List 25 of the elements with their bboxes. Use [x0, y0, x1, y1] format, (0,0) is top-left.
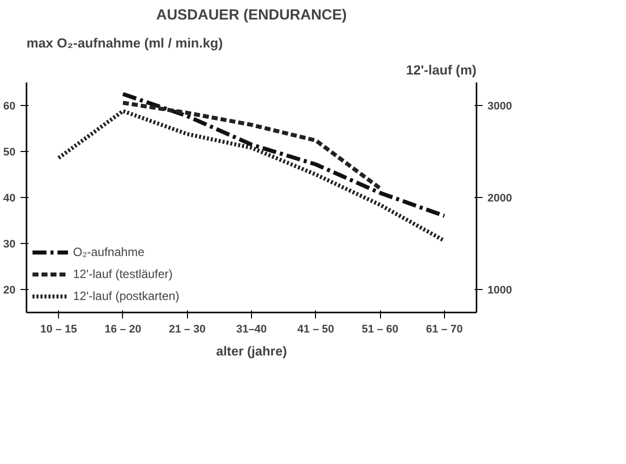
y-tick-label: 40 [3, 192, 16, 204]
legend-label: 12'-lauf (testläufer) [73, 267, 173, 281]
x-tick-label: 21 – 30 [168, 324, 206, 336]
legend-label: O₂-aufnahme [73, 245, 144, 259]
y-tick-label: 20 [3, 284, 16, 296]
x-tick-label: 10 – 15 [40, 324, 77, 336]
y2-tick-label: 2000 [488, 192, 512, 204]
y2-axis-title: 12'-lauf (m) [406, 62, 477, 78]
line-series [120, 92, 446, 218]
x-tick-label: 16 – 20 [104, 324, 142, 336]
legend-label: 12'-lauf (postkarten) [73, 289, 180, 303]
y2-tick-label: 1000 [488, 284, 512, 296]
x-tick-label: 61 – 70 [426, 324, 463, 336]
line-series [120, 100, 382, 190]
x-tick-label: 51 – 60 [362, 324, 398, 336]
chart-title: AUSDAUER (ENDURANCE) [156, 8, 347, 24]
x-tick-label: 31–40 [236, 324, 267, 336]
x-axis-title: alter (jahre) [216, 344, 287, 358]
y-tick-label: 30 [3, 238, 16, 250]
y-axis-title: max O₂-aufnahme (ml / min.kg) [26, 36, 223, 50]
y-tick-label: 50 [3, 146, 16, 158]
y-tick-label: 60 [3, 100, 16, 112]
x-tick-label: 41 – 50 [297, 324, 334, 336]
line-series [56, 109, 446, 243]
y2-tick-label: 3000 [488, 100, 512, 112]
